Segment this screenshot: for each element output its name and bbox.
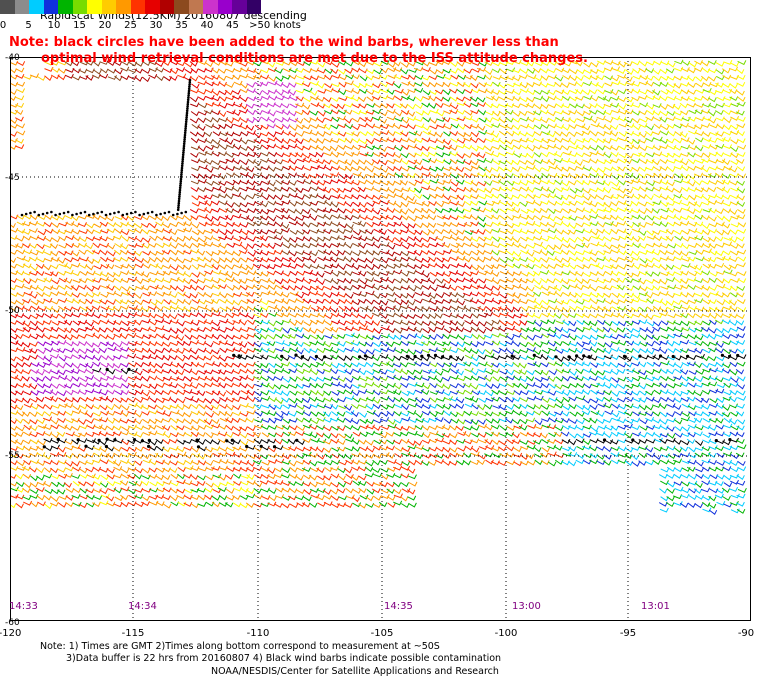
wind-barb-map: [10, 57, 751, 621]
lon-label-100: -100: [495, 628, 518, 639]
wind-barbs: [10, 59, 747, 515]
footer-note-2: 3)Data buffer is 22 hrs from 20160807 4)…: [66, 653, 501, 664]
legend-swatch: [188, 0, 203, 14]
legend-label: 0: [0, 20, 6, 31]
legend-swatch: [0, 0, 15, 14]
legend-label: 25: [124, 20, 137, 31]
legend-swatch: [145, 0, 160, 14]
legend-swatch: [14, 0, 29, 14]
legend-swatch: [130, 0, 145, 14]
legend-label: 30: [150, 20, 163, 31]
legend-label: >50 knots: [249, 20, 301, 31]
footer-note-1: Note: 1) Times are GMT 2)Times along bot…: [40, 641, 440, 652]
lon-label-120: -120: [0, 628, 21, 639]
time-label-1433: 14:33: [9, 601, 38, 612]
legend-swatch: [159, 0, 174, 14]
note-line-1: Note: black circles have been added to t…: [9, 35, 559, 50]
legend-swatch: [174, 0, 189, 14]
lat-label-60: -60: [5, 618, 20, 628]
time-label-1435: 14:35: [384, 601, 413, 612]
lon-label-105: -105: [371, 628, 394, 639]
legend-label: 40: [201, 20, 214, 31]
lat-label-55: -55: [5, 451, 20, 461]
legend-swatch: [101, 0, 116, 14]
time-label-1300: 13:00: [512, 601, 541, 612]
lon-label-90: -90: [738, 628, 754, 639]
wind-speed-legend: 0 5 10 15 20 25 30 35 40 45 >50 knots: [0, 0, 301, 31]
wind-barb-field: [10, 57, 751, 621]
lat-label-40: -40: [5, 53, 20, 63]
legend-label: 5: [25, 20, 31, 31]
legend-label: 35: [175, 20, 188, 31]
legend-swatch: [246, 0, 261, 14]
legend-label: 10: [48, 20, 61, 31]
legend-swatch: [43, 0, 58, 14]
note-line-2: optimal wind retrieval conditions are me…: [41, 51, 588, 66]
legend-label: 45: [226, 20, 239, 31]
legend-swatch: [203, 0, 218, 14]
legend-swatch: [87, 0, 102, 14]
legend-swatch: [29, 0, 44, 14]
legend-swatch: [58, 0, 73, 14]
lon-label-95: -95: [620, 628, 636, 639]
legend-label: 15: [73, 20, 86, 31]
lon-label-110: -110: [247, 628, 270, 639]
footer-credit: NOAA/NESDIS/Center for Satellite Applica…: [211, 666, 499, 677]
legend-swatch: [232, 0, 247, 14]
legend-label: 20: [99, 20, 112, 31]
legend-swatch: [217, 0, 232, 14]
lat-label-45: -45: [5, 173, 20, 183]
lon-label-115: -115: [122, 628, 145, 639]
time-label-1434: 14:34: [128, 601, 157, 612]
lat-label-50: -50: [5, 306, 20, 316]
time-label-1301: 13:01: [641, 601, 670, 612]
legend-swatch: [116, 0, 131, 14]
legend-swatch: [72, 0, 87, 14]
